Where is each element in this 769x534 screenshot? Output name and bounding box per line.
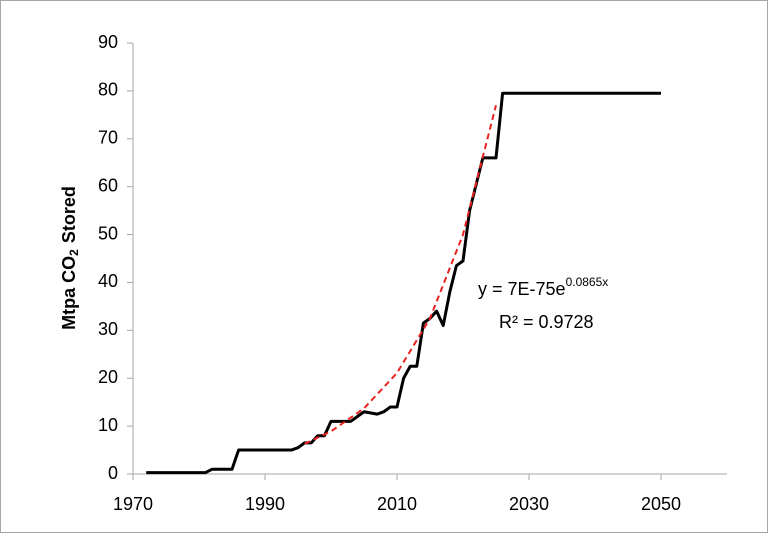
- equation-exponent: 0.0865x: [566, 275, 609, 289]
- y-label-text: Mtpa CO: [59, 256, 79, 330]
- trend-line: [304, 105, 497, 445]
- y-tick-label: 80: [98, 80, 118, 100]
- y-tick-label: 60: [98, 175, 118, 195]
- x-tick-label: 1970: [113, 494, 153, 514]
- x-tick-label: 2010: [377, 494, 417, 514]
- y-tick-label: 20: [98, 367, 118, 387]
- r-squared: R² = 0.9728: [499, 312, 594, 332]
- trend-equation: y = 7E-75e0.0865x: [478, 275, 608, 299]
- y-label-suffix: Stored: [59, 186, 79, 243]
- y-tick-label: 50: [98, 223, 118, 243]
- equation-text: y = 7E-75e: [478, 279, 566, 299]
- y-axis-label: Mtpa CO2 Stored: [59, 186, 81, 330]
- y-tick-label: 40: [98, 271, 118, 291]
- x-tick-label: 2030: [509, 494, 549, 514]
- y-tick-label: 10: [98, 415, 118, 435]
- data-line: [146, 91, 661, 475]
- y-tick-label: 70: [98, 128, 118, 148]
- y-tick-label: 30: [98, 319, 118, 339]
- y-tick-label: 0: [108, 463, 118, 483]
- x-tick-label: 1990: [245, 494, 285, 514]
- x-tick-label: 2050: [641, 494, 681, 514]
- y-tick-label: 90: [98, 32, 118, 52]
- y-label-subscript: 2: [67, 249, 81, 256]
